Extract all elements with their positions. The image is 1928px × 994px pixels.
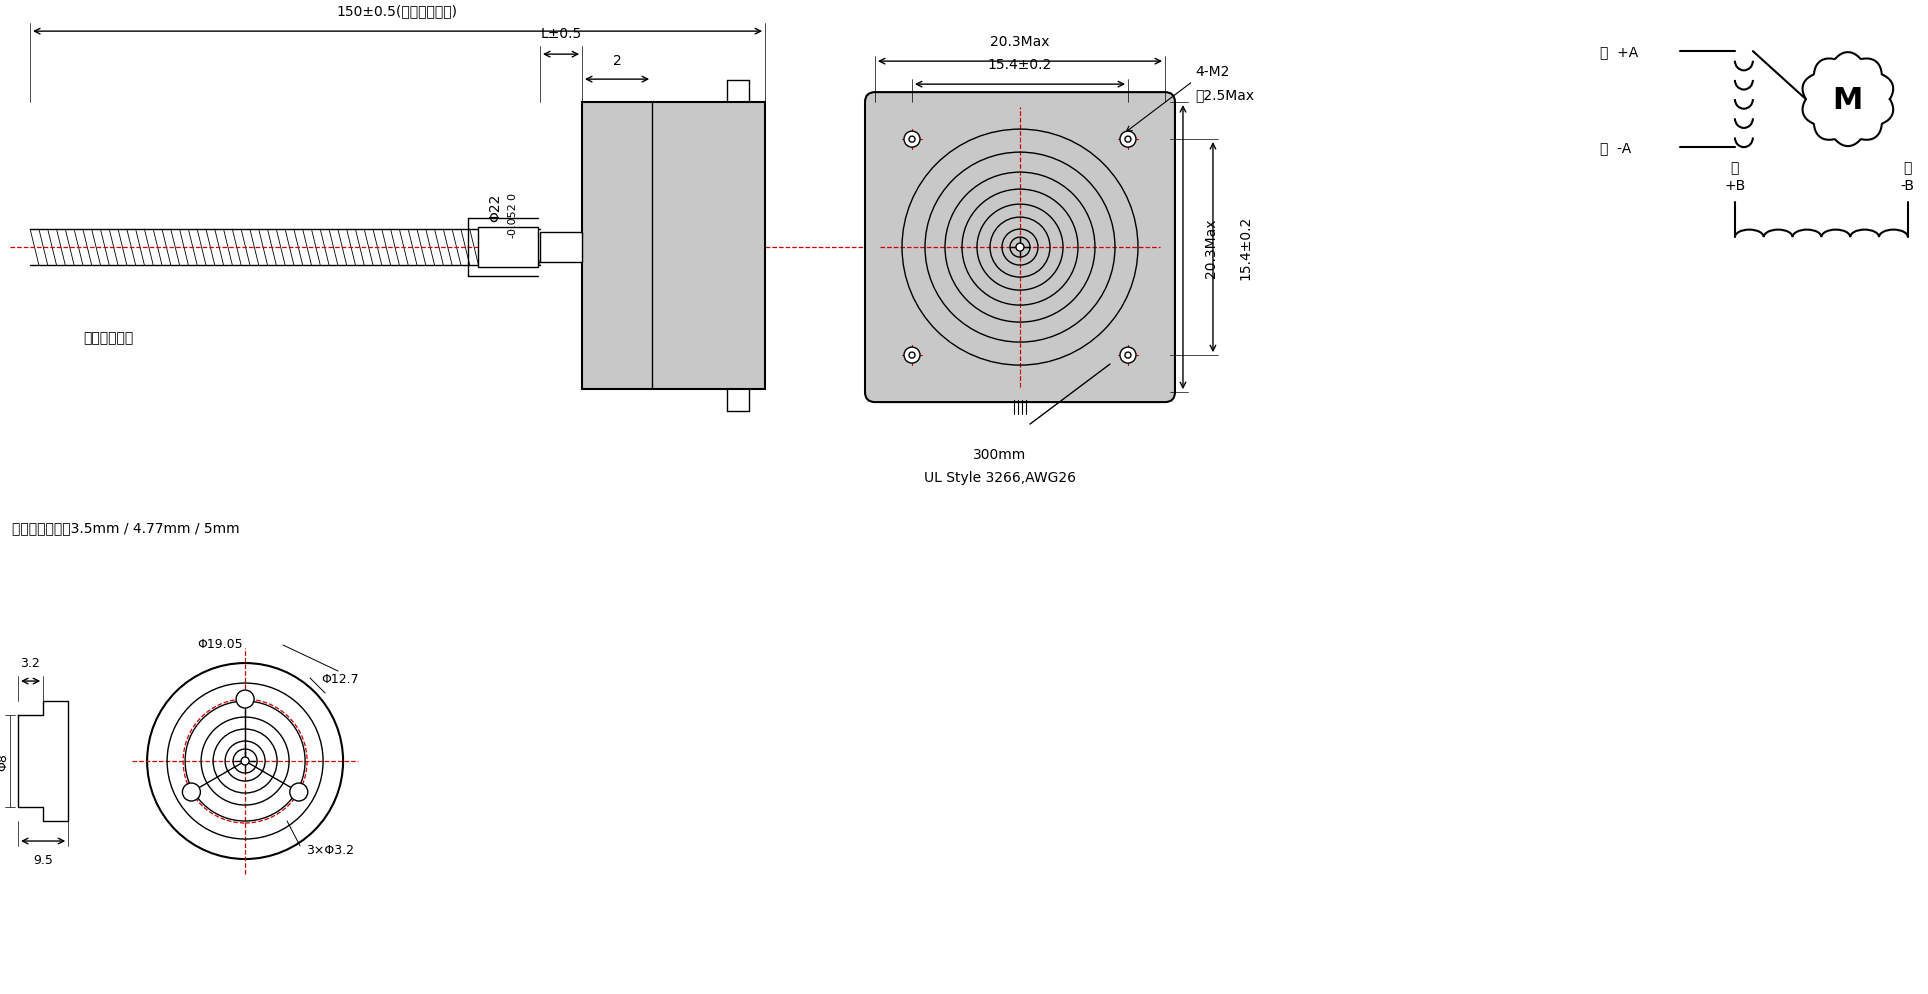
Circle shape [908,137,916,143]
Text: L±0.5: L±0.5 [540,27,582,41]
Text: 0: 0 [507,193,517,200]
Bar [478,228,538,267]
Text: 300mm: 300mm [974,447,1026,461]
Circle shape [147,663,343,859]
Text: Φ8: Φ8 [0,752,10,770]
Text: 15.4±0.2: 15.4±0.2 [987,58,1053,72]
Text: 外部线性螺母: 外部线性螺母 [83,331,133,345]
Text: 红  +A: 红 +A [1600,45,1639,59]
FancyBboxPatch shape [866,93,1174,403]
Text: 20.3Max: 20.3Max [1203,218,1218,277]
Bar [582,103,765,390]
Circle shape [235,691,254,709]
Circle shape [1124,137,1132,143]
Text: 蓝  -A: 蓝 -A [1600,141,1631,155]
Bar [540,233,582,262]
Text: 绿: 绿 [1731,161,1739,175]
Text: 梯型丝杆直径：3.5mm / 4.77mm / 5mm: 梯型丝杆直径：3.5mm / 4.77mm / 5mm [12,521,239,535]
Text: 深2.5Max: 深2.5Max [1195,88,1253,102]
Circle shape [241,757,249,765]
Text: 15.4±0.2: 15.4±0.2 [1238,216,1251,280]
Text: 20.3Max: 20.3Max [991,35,1049,49]
Circle shape [183,783,201,801]
Text: UL Style 3266,AWG26: UL Style 3266,AWG26 [924,470,1076,485]
Text: -B: -B [1901,179,1915,193]
Text: 4-M2: 4-M2 [1195,65,1230,80]
Circle shape [1124,353,1132,359]
Circle shape [904,348,920,364]
Text: Φ19.05: Φ19.05 [197,637,243,650]
Text: -0.052: -0.052 [507,202,517,238]
Circle shape [904,132,920,148]
Circle shape [1120,348,1136,364]
Text: 150±0.5(可自定义长度): 150±0.5(可自定义长度) [337,4,457,18]
Text: 黑: 黑 [1903,161,1913,175]
Text: +B: +B [1724,179,1745,193]
Circle shape [289,783,308,801]
Text: Φ22: Φ22 [488,194,501,222]
Circle shape [1120,132,1136,148]
Text: 2: 2 [613,54,621,68]
Text: Φ12.7: Φ12.7 [322,672,359,685]
Text: M: M [1834,85,1862,114]
Text: 9.5: 9.5 [33,853,54,866]
Text: 3.2: 3.2 [21,656,40,669]
Text: 3×Φ3.2: 3×Φ3.2 [307,843,355,856]
Circle shape [908,353,916,359]
Circle shape [1016,244,1024,251]
